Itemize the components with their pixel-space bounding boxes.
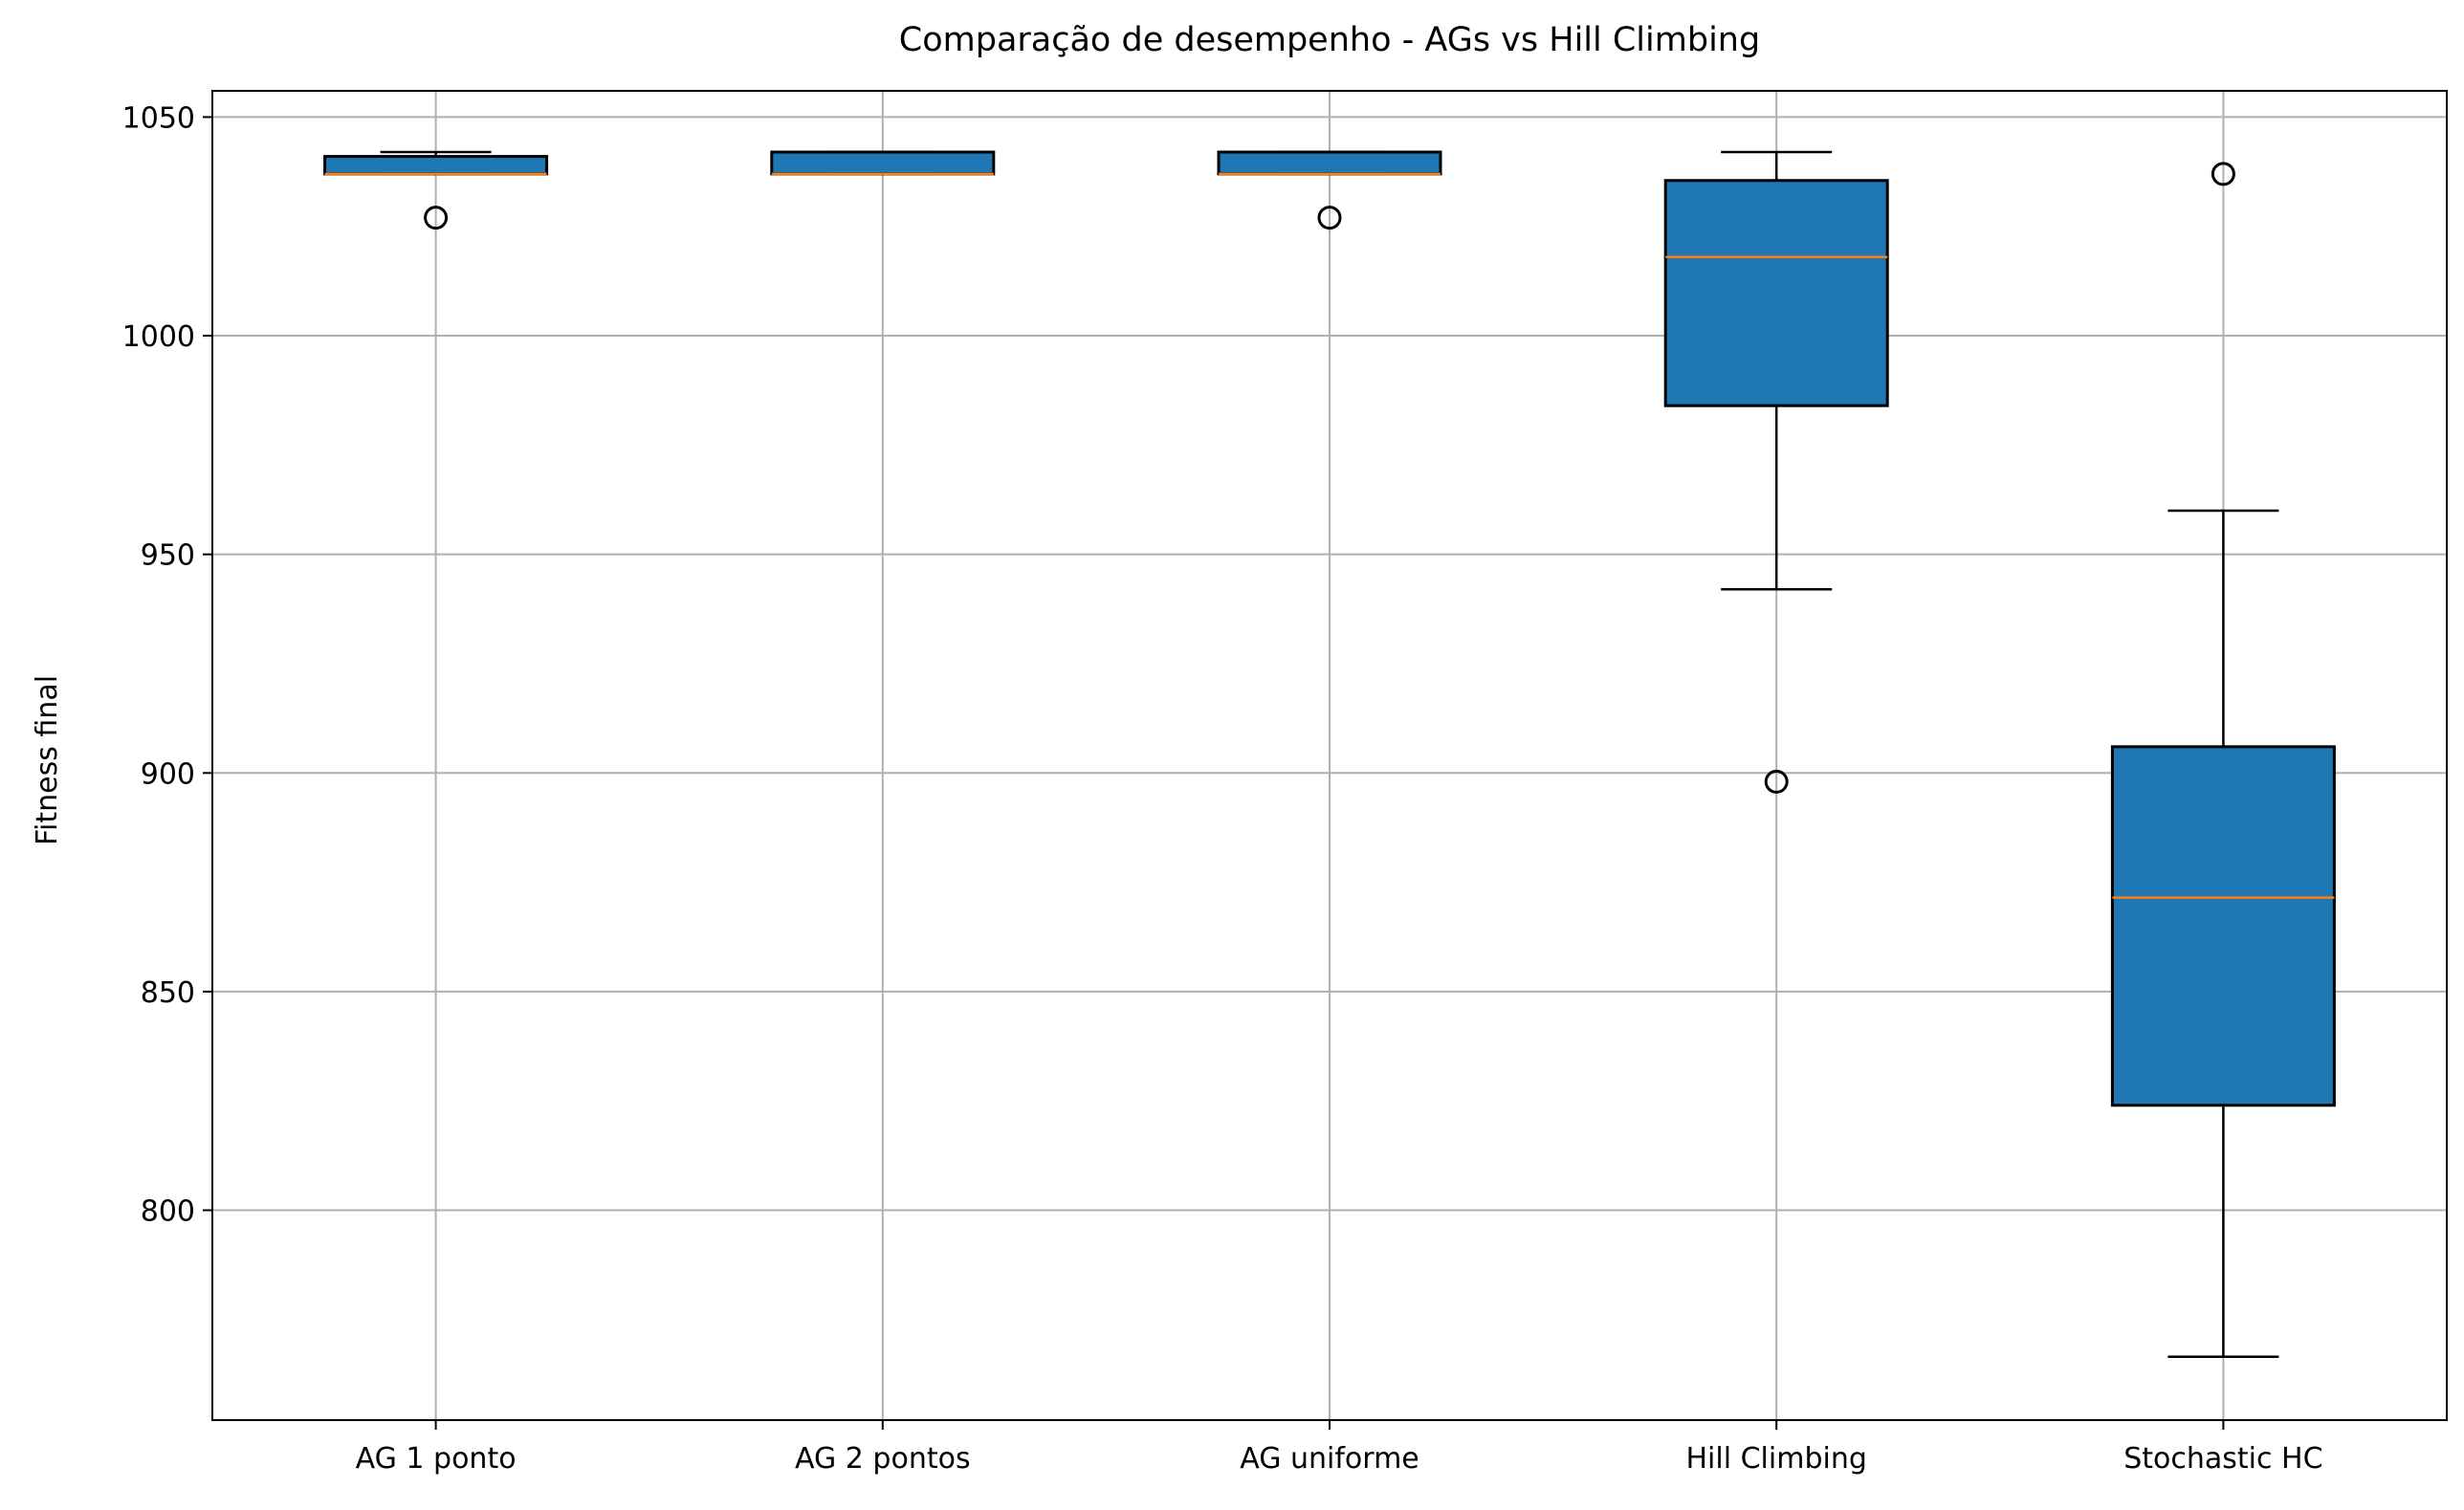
outlier-point	[2211, 162, 2235, 186]
box	[1663, 179, 1889, 407]
y-tick-label: 1050	[122, 101, 195, 135]
y-tick-label: 1000	[122, 320, 195, 354]
box	[1217, 150, 1442, 176]
box-group	[2110, 162, 2336, 1358]
chart-title: Comparação de desempenho - AGs vs Hill C…	[899, 21, 1760, 59]
box	[323, 155, 549, 176]
outlier-point	[1317, 206, 1342, 230]
x-tick-label: AG 1 ponto	[356, 1442, 517, 1476]
box-group	[1663, 150, 1889, 794]
outlier-point	[424, 206, 449, 230]
box-group	[770, 150, 996, 176]
x-tick-label: Hill Climbing	[1686, 1442, 1867, 1476]
box	[2110, 745, 2336, 1107]
box-group	[1217, 150, 1442, 230]
y-tick-label: 850	[141, 976, 195, 1010]
y-tick-label: 950	[141, 539, 195, 573]
box	[770, 150, 996, 176]
axes: 800 850 900 950 1000 1050 AG 1 ponto AG 2 ponto…	[122, 101, 2323, 1476]
gridlines	[212, 91, 2447, 1420]
outlier-point	[1764, 769, 1789, 794]
x-tick-label: AG 2 pontos	[795, 1442, 971, 1476]
y-tick-label: 800	[141, 1195, 195, 1229]
y-tick-label: 900	[141, 757, 195, 791]
x-tick-label: Stochastic HC	[2123, 1442, 2322, 1476]
y-axis-label: Fitness final	[31, 675, 64, 845]
box-group	[323, 150, 549, 230]
x-tick-label: AG uniforme	[1240, 1442, 1419, 1476]
boxes	[323, 150, 2336, 1358]
plot-frame	[211, 90, 2448, 1421]
